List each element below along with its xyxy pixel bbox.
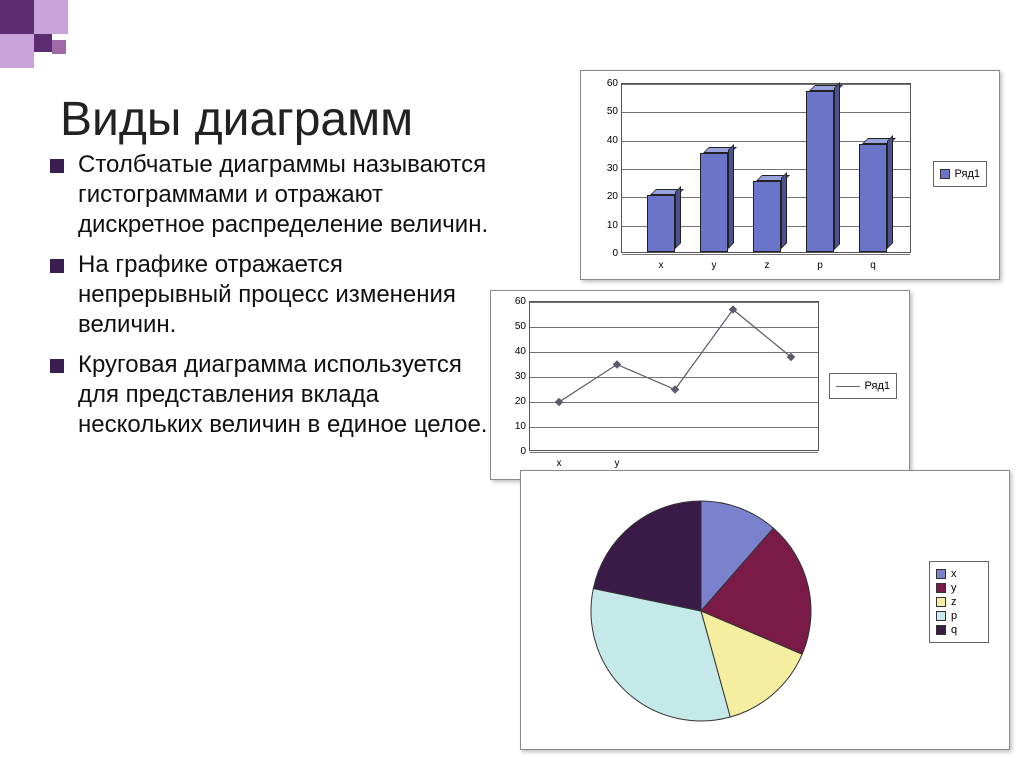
legend-line-icon xyxy=(836,386,860,387)
legend-swatch xyxy=(940,169,950,179)
bullet-text: Столбчатые диаграммы называются гистогра… xyxy=(78,150,500,240)
bullet-icon xyxy=(50,259,64,273)
pie-chart: xyzpq xyxy=(520,470,1010,750)
line-legend: Ряд1 xyxy=(829,373,897,399)
bullet-text: Круговая диаграмма используется для пред… xyxy=(78,350,500,440)
legend-label: Ряд1 xyxy=(865,380,890,392)
legend-swatch xyxy=(936,569,946,579)
line-chart: 0102030405060xy Ряд1 xyxy=(490,290,910,480)
bullet-text: На графике отражается непрерывный процес… xyxy=(78,250,500,340)
legend-label: y xyxy=(951,582,957,594)
bar xyxy=(753,181,781,252)
bullet-icon xyxy=(50,359,64,373)
bullet-item: Столбчатые диаграммы называются гистогра… xyxy=(50,150,500,240)
legend-item: x xyxy=(936,568,982,580)
legend-swatch xyxy=(936,597,946,607)
legend-swatch xyxy=(936,583,946,593)
page-title: Виды диаграмм xyxy=(60,92,413,147)
pie-plot xyxy=(551,486,851,736)
legend-item: q xyxy=(936,624,982,636)
legend-label: q xyxy=(951,624,957,636)
legend-label: Ряд1 xyxy=(955,168,980,180)
legend-label: p xyxy=(951,610,957,622)
bar xyxy=(806,91,834,253)
legend-label: z xyxy=(951,596,957,608)
bar xyxy=(647,195,675,252)
legend-label: x xyxy=(951,568,957,580)
bar-chart: 0102030405060xyzpq Ряд1 xyxy=(580,70,1000,280)
bar-plot-area: 0102030405060xyzpq xyxy=(621,83,911,253)
bullet-icon xyxy=(50,159,64,173)
legend-item: z xyxy=(936,596,982,608)
legend-item: p xyxy=(936,610,982,622)
bar xyxy=(859,144,887,252)
bullet-item: На графике отражается непрерывный процес… xyxy=(50,250,500,340)
legend-swatch xyxy=(936,625,946,635)
pie-legend: xyzpq xyxy=(929,561,989,643)
bullet-item: Круговая диаграмма используется для пред… xyxy=(50,350,500,440)
bar xyxy=(700,153,728,252)
bullet-list: Столбчатые диаграммы называются гистогра… xyxy=(50,150,500,450)
legend-item: y xyxy=(936,582,982,594)
legend-swatch xyxy=(936,611,946,621)
bar-legend: Ряд1 xyxy=(933,161,987,187)
line-plot-area: 0102030405060xy xyxy=(529,301,819,451)
